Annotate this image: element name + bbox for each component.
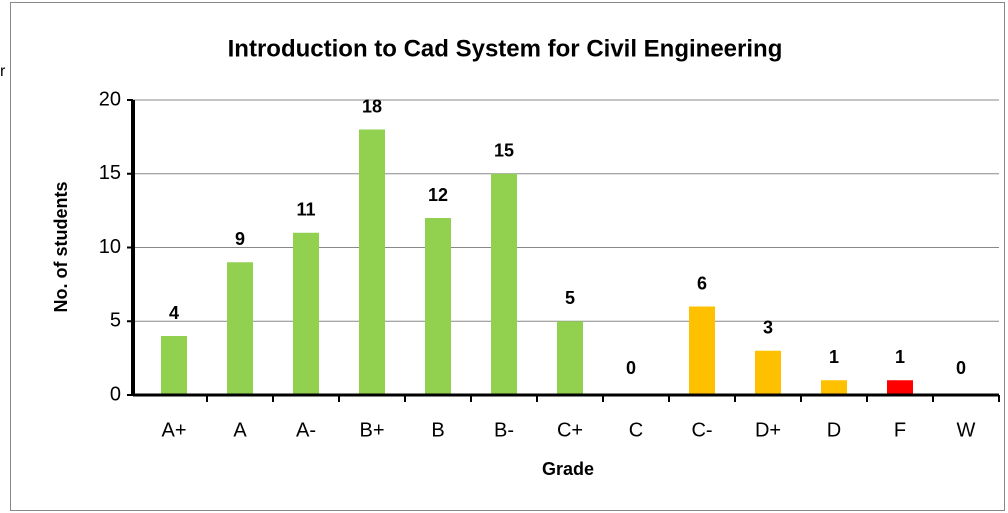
x-tick-label: C+ bbox=[557, 419, 583, 441]
x-tick-label: C bbox=[629, 419, 643, 441]
x-tick-label: B- bbox=[494, 419, 514, 441]
x-axis-label: Grade bbox=[542, 459, 594, 479]
bar bbox=[161, 336, 187, 395]
bar bbox=[887, 380, 913, 395]
value-label: 4 bbox=[169, 303, 179, 323]
y-axis-label: No. of students bbox=[51, 182, 71, 313]
value-label: 11 bbox=[296, 200, 315, 220]
y-tick-label: 0 bbox=[110, 383, 121, 405]
x-tick-label: B bbox=[431, 419, 444, 441]
bar bbox=[425, 218, 451, 395]
value-label: 12 bbox=[428, 185, 448, 205]
y-tick-label: 20 bbox=[99, 88, 121, 110]
value-label: 9 bbox=[235, 229, 245, 249]
bar bbox=[755, 350, 781, 395]
x-tick-label: A- bbox=[296, 419, 316, 441]
value-label: 6 bbox=[697, 273, 707, 293]
x-tick-label: C- bbox=[691, 419, 712, 441]
value-label: 15 bbox=[494, 141, 514, 161]
value-label: 18 bbox=[362, 96, 382, 116]
x-tick-label: B+ bbox=[359, 419, 384, 441]
value-label: 0 bbox=[956, 358, 966, 378]
bar bbox=[821, 380, 847, 395]
bar bbox=[689, 306, 715, 395]
x-tick-label: D bbox=[827, 419, 841, 441]
value-label: 1 bbox=[895, 347, 905, 367]
x-tick-label: A bbox=[233, 419, 247, 441]
x-tick-label: A+ bbox=[161, 419, 186, 441]
bar bbox=[293, 232, 319, 395]
value-label: 0 bbox=[626, 358, 636, 378]
bar bbox=[557, 321, 583, 395]
bar bbox=[491, 173, 517, 395]
value-label: 5 bbox=[565, 288, 575, 308]
value-label: 3 bbox=[763, 318, 773, 338]
value-label: 1 bbox=[829, 347, 839, 367]
y-tick-label: 10 bbox=[99, 236, 121, 258]
x-tick-label: W bbox=[957, 419, 976, 441]
x-tick-label: D+ bbox=[755, 419, 781, 441]
y-tick-label: 15 bbox=[99, 162, 121, 184]
bar bbox=[227, 262, 253, 395]
side-text: r bbox=[0, 63, 6, 80]
bar bbox=[359, 129, 385, 395]
y-tick-label: 5 bbox=[110, 310, 121, 332]
x-tick-label: F bbox=[894, 419, 906, 441]
chart-title: Introduction to Cad System for Civil Eng… bbox=[228, 35, 783, 62]
